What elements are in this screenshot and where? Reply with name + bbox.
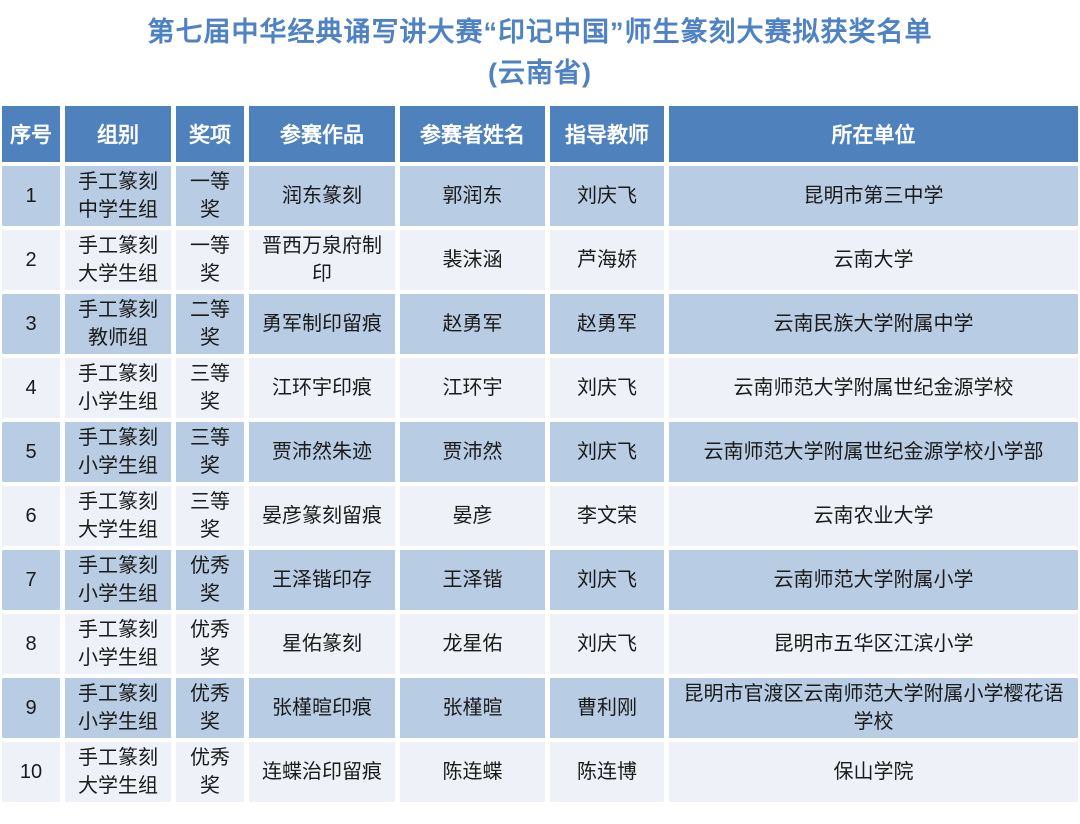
cell-group: 手工篆刻 大学生组 [65,742,171,802]
cell-institution: 云南师范大学附属小学 [669,550,1078,610]
cell-index: 1 [2,166,60,226]
cell-award: 三等奖 [176,358,244,418]
cell-work: 王泽锴印存 [249,550,395,610]
cell-institution: 昆明市第三中学 [669,166,1078,226]
cell-participant: 张槿暄 [400,678,545,738]
cell-group: 手工篆刻 小学生组 [65,422,171,482]
header-row: 序号 组别 奖项 参赛作品 参赛者姓名 指导教师 所在单位 [2,106,1078,162]
table-row: 3 手工篆刻 教师组 二等奖 勇军制印留痕 赵勇军 赵勇军 云南民族大学附属中学 [2,294,1078,354]
cell-teacher: 赵勇军 [550,294,664,354]
cell-group: 手工篆刻 大学生组 [65,486,171,546]
cell-teacher: 刘庆飞 [550,614,664,674]
header-index: 序号 [2,106,60,162]
header-award: 奖项 [176,106,244,162]
cell-institution: 保山学院 [669,742,1078,802]
cell-institution: 云南师范大学附属世纪金源学校小学部 [669,422,1078,482]
cell-participant: 贾沛然 [400,422,545,482]
cell-work: 连蝶治印留痕 [249,742,395,802]
cell-participant: 王泽锴 [400,550,545,610]
cell-index: 8 [2,614,60,674]
cell-institution: 云南农业大学 [669,486,1078,546]
table-row: 7 手工篆刻 小学生组 优秀奖 王泽锴印存 王泽锴 刘庆飞 云南师范大学附属小学 [2,550,1078,610]
cell-participant: 龙星佑 [400,614,545,674]
cell-institution: 云南民族大学附属中学 [669,294,1078,354]
title-line-1: 第七届中华经典诵写讲大赛“印记中国”师生篆刻大赛拟获奖名单 [147,17,933,47]
cell-index: 7 [2,550,60,610]
cell-participant: 郭润东 [400,166,545,226]
page-title: 第七届中华经典诵写讲大赛“印记中国”师生篆刻大赛拟获奖名单 (云南省) [0,0,1080,94]
table-row: 1 手工篆刻 中学生组 一等奖 润东篆刻 郭润东 刘庆飞 昆明市第三中学 [2,166,1078,226]
title-line-2: (云南省) [488,58,592,88]
cell-institution: 昆明市官渡区云南师范大学附属小学樱花语学校 [669,678,1078,738]
table-row: 10 手工篆刻 大学生组 优秀奖 连蝶治印留痕 陈连蝶 陈连博 保山学院 [2,742,1078,802]
cell-teacher: 刘庆飞 [550,166,664,226]
header-teacher: 指导教师 [550,106,664,162]
cell-index: 5 [2,422,60,482]
cell-work: 晏彦篆刻留痕 [249,486,395,546]
awards-table: 序号 组别 奖项 参赛作品 参赛者姓名 指导教师 所在单位 1 手工篆刻 中学生组… [0,102,1080,806]
cell-index: 4 [2,358,60,418]
table-row: 6 手工篆刻 大学生组 三等奖 晏彦篆刻留痕 晏彦 李文荣 云南农业大学 [2,486,1078,546]
cell-work: 晋西万泉府制 印 [249,230,395,290]
cell-work: 润东篆刻 [249,166,395,226]
header-institution: 所在单位 [669,106,1078,162]
header-work: 参赛作品 [249,106,395,162]
cell-group: 手工篆刻 小学生组 [65,358,171,418]
cell-award: 一等奖 [176,230,244,290]
cell-group: 手工篆刻 大学生组 [65,230,171,290]
cell-award: 三等奖 [176,422,244,482]
cell-index: 2 [2,230,60,290]
cell-work: 勇军制印留痕 [249,294,395,354]
table-row: 8 手工篆刻 小学生组 优秀奖 星佑篆刻 龙星佑 刘庆飞 昆明市五华区江滨小学 [2,614,1078,674]
cell-participant: 赵勇军 [400,294,545,354]
cell-award: 三等奖 [176,486,244,546]
cell-participant: 晏彦 [400,486,545,546]
cell-participant: 陈连蝶 [400,742,545,802]
cell-teacher: 陈连博 [550,742,664,802]
cell-teacher: 刘庆飞 [550,422,664,482]
cell-index: 6 [2,486,60,546]
cell-award: 二等奖 [176,294,244,354]
table-row: 4 手工篆刻 小学生组 三等奖 江环宇印痕 江环宇 刘庆飞 云南师范大学附属世纪金源学校 [2,358,1078,418]
cell-award: 优秀奖 [176,550,244,610]
cell-teacher: 李文荣 [550,486,664,546]
cell-group: 手工篆刻 教师组 [65,294,171,354]
cell-work: 张槿暄印痕 [249,678,395,738]
cell-teacher: 刘庆飞 [550,550,664,610]
cell-index: 3 [2,294,60,354]
cell-teacher: 芦海娇 [550,230,664,290]
cell-index: 10 [2,742,60,802]
cell-teacher: 曹利刚 [550,678,664,738]
cell-award: 优秀奖 [176,614,244,674]
cell-group: 手工篆刻 小学生组 [65,614,171,674]
cell-group: 手工篆刻 中学生组 [65,166,171,226]
cell-work: 贾沛然朱迹 [249,422,395,482]
cell-participant: 裴沫涵 [400,230,545,290]
cell-group: 手工篆刻 小学生组 [65,550,171,610]
header-group: 组别 [65,106,171,162]
table-row: 5 手工篆刻 小学生组 三等奖 贾沛然朱迹 贾沛然 刘庆飞 云南师范大学附属世纪金源学校小学… [2,422,1078,482]
cell-institution: 昆明市五华区江滨小学 [669,614,1078,674]
cell-group: 手工篆刻 小学生组 [65,678,171,738]
cell-index: 9 [2,678,60,738]
table-row: 2 手工篆刻 大学生组 一等奖 晋西万泉府制 印裴沫涵 芦海娇 云南大学 [2,230,1078,290]
cell-award: 一等奖 [176,166,244,226]
header-participant: 参赛者姓名 [400,106,545,162]
cell-institution: 云南师范大学附属世纪金源学校 [669,358,1078,418]
cell-work: 江环宇印痕 [249,358,395,418]
cell-teacher: 刘庆飞 [550,358,664,418]
cell-award: 优秀奖 [176,678,244,738]
cell-institution: 云南大学 [669,230,1078,290]
table-row: 9 手工篆刻 小学生组 优秀奖 张槿暄印痕 张槿暄 曹利刚 昆明市官渡区云南师范大学附属小学… [2,678,1078,738]
cell-award: 优秀奖 [176,742,244,802]
cell-work: 星佑篆刻 [249,614,395,674]
table-body: 1 手工篆刻 中学生组 一等奖 润东篆刻 郭润东 刘庆飞 昆明市第三中学 2 手工篆刻 大学生组… [2,166,1078,802]
cell-participant: 江环宇 [400,358,545,418]
